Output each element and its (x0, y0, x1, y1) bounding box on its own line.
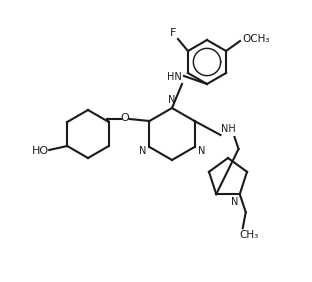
Text: N: N (139, 146, 146, 156)
Text: N: N (231, 197, 238, 207)
Text: CH₃: CH₃ (239, 230, 258, 240)
Text: O: O (120, 113, 129, 123)
Text: HN: HN (167, 72, 181, 82)
Text: N: N (198, 146, 205, 156)
Text: N: N (168, 95, 176, 105)
Text: NH: NH (221, 124, 236, 134)
Text: OCH₃: OCH₃ (242, 34, 270, 44)
Text: HO: HO (32, 146, 49, 156)
Text: F: F (170, 28, 176, 38)
